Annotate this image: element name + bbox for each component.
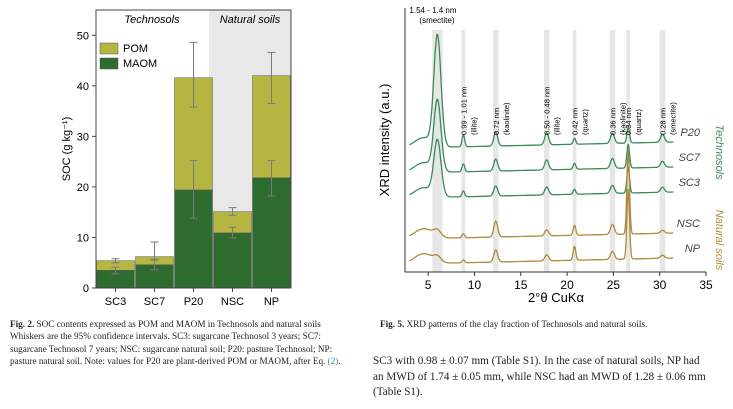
bar-x-tick-label: SC7 (144, 296, 165, 308)
peak-sublabel: (smectite) (419, 16, 454, 25)
fig2-caption-end: . (338, 356, 341, 367)
body-paragraph: SC3 with 0.98 ± 0.07 mm (Table S1). In t… (373, 354, 731, 401)
peak-label: 0.34 nm (624, 108, 633, 135)
xrd-x-axis-label: 2°θ CuKα (528, 290, 585, 305)
fig5-caption: Fig. 5. XRD patterns of the clay fractio… (380, 318, 730, 330)
xrd-series-np (409, 188, 674, 264)
legend-swatch-maom (99, 57, 119, 70)
xrd-series-sc7 (409, 98, 674, 173)
fig2-caption: Fig. 2. SOC contents expressed as POM an… (10, 318, 350, 368)
peak-label: 0.36 nm (608, 108, 617, 135)
bar-y-tick-label: 50 (77, 30, 89, 42)
bar-x-tick-label: P20 (184, 296, 204, 308)
xrd-x-tick-label: 10 (468, 278, 482, 292)
bar-legend: POM MAOM (99, 42, 157, 70)
bar-y-tick-label: 0 (83, 283, 89, 295)
xrd-x-tick-label: 15 (514, 278, 528, 292)
peak-sublabel: (kaolinite) (618, 102, 627, 135)
fig5-caption-text: XRD patterns of the clay fraction of Tec… (404, 319, 648, 329)
peak-band (609, 30, 616, 272)
fig5-caption-label: Fig. 5. (380, 319, 405, 329)
xrd-group-label-natural-soils: Natural soils (713, 210, 725, 271)
xrd-x-tick-label: 30 (653, 278, 667, 292)
peak-band (432, 30, 443, 272)
xrd-series-label-sc3: SC3 (679, 177, 701, 189)
peak-sublabel: (kaolinite) (502, 102, 511, 135)
peak-label: 0.28 nm (658, 108, 667, 135)
bar-maom-nsc (213, 232, 252, 289)
fig2-caption-label: Fig. 2. (10, 319, 35, 329)
xrd-x-tick-label: 25 (607, 278, 621, 292)
xrd-series-label-np: NP (685, 243, 701, 255)
xrd-series-label-p20: P20 (680, 127, 700, 139)
xrd-x-tick-label: 20 (560, 278, 574, 292)
bar-y-tick-label: 20 (77, 182, 89, 194)
peak-sublabel: (quartz) (580, 109, 589, 135)
xrd-x-tick-label: 5 (425, 278, 432, 292)
xrd-x-tick-label: 35 (699, 278, 713, 292)
peak-band (572, 30, 577, 272)
bar-x-tick-label: NP (264, 296, 279, 308)
xrd-series-label-sc7: SC7 (679, 152, 701, 164)
bar-y-axis-label: SOC (g kg⁻¹) (61, 117, 73, 181)
group-label-natural-soils: Natural soils (220, 14, 281, 26)
soc-bar-chart: 0 10 20 30 40 50 SC3 SC7 P20 NSC NP Technosols Nat… (61, 9, 292, 308)
body-line-3: (Table S1). (373, 386, 423, 398)
bar-y-tick-label: 30 (77, 131, 89, 143)
legend-label-pom: POM (123, 43, 148, 55)
xrd-series-nsc (409, 148, 674, 239)
legend-swatch-pom (99, 42, 119, 55)
legend-label-maom: MAOM (123, 58, 157, 70)
equation-link[interactable]: (2) (327, 356, 339, 367)
bar-plot-frame (95, 9, 292, 289)
peak-band (492, 30, 499, 272)
peak-band (543, 30, 550, 272)
peak-band (659, 30, 666, 272)
xrd-y-axis-label: XRD intensity (a.u.) (377, 84, 392, 197)
peak-sublabel: (illite) (553, 117, 562, 135)
peak-sublabel: (illite) (469, 117, 478, 135)
group-label-technosols: Technosols (124, 14, 180, 26)
peak-sublabel: (quartz) (634, 109, 643, 135)
peak-label: 1.54 - 1.4 nm (409, 6, 456, 15)
fig2-caption-text: SOC contents expressed as POM and MAOM i… (10, 319, 333, 367)
peak-label: 0.72 nm (492, 108, 501, 135)
bar-x-tick-label: SC3 (105, 296, 126, 308)
bar-y-tick-label: 40 (77, 81, 89, 93)
bar-x-tick-label: NSC (221, 296, 244, 308)
peak-label: 0.42 nm (570, 108, 579, 135)
peak-label: 0.99 - 1.01 nm (459, 87, 468, 135)
peak-band (461, 30, 466, 272)
xrd-series-label-nsc: NSC (677, 218, 700, 230)
xrd-series-p20 (409, 33, 674, 148)
body-line-2: an MWD of 1.74 ± 0.05 mm, while NSC had … (373, 370, 706, 383)
xrd-group-label-technosols: Technosols (713, 124, 725, 180)
peak-sublabel: (smectite) (668, 102, 677, 135)
bar-y-tick-label: 10 (77, 232, 89, 244)
peak-label: 0.50 - 0.48 nm (543, 87, 552, 135)
body-line-1: SC3 with 0.98 ± 0.07 mm (Table S1). In t… (373, 355, 700, 367)
